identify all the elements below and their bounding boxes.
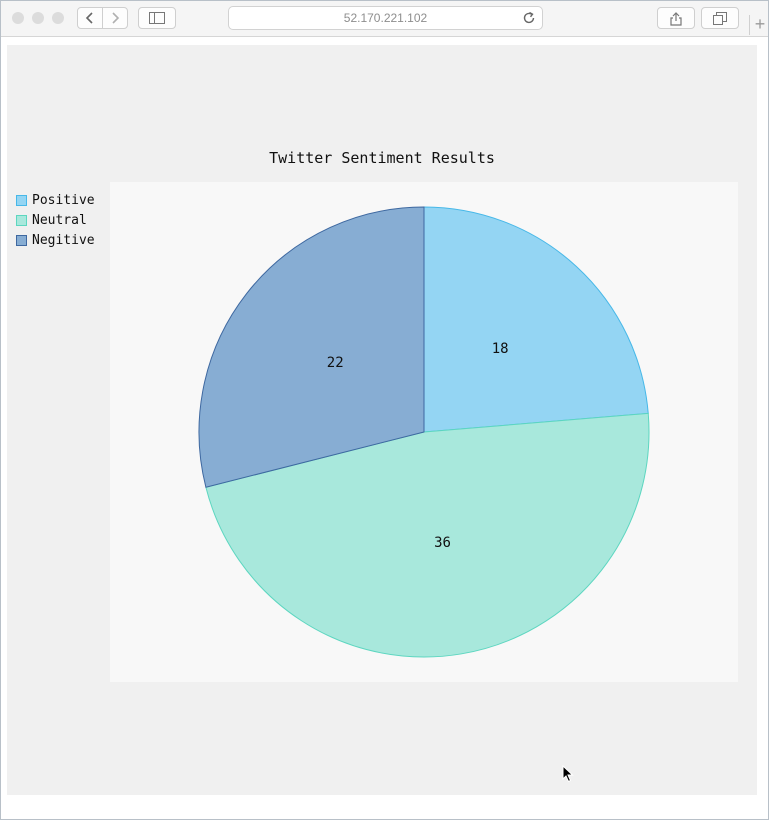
legend-label-negative: Negitive xyxy=(32,232,95,248)
pie-slice-positive[interactable] xyxy=(423,206,649,433)
pie-chart: 18 36 22 xyxy=(198,206,650,658)
close-window-button[interactable] xyxy=(12,12,24,24)
page-content: Twitter Sentiment Results Positive Neutr… xyxy=(7,45,757,795)
forward-button[interactable] xyxy=(102,7,128,29)
pie-slice-negative[interactable] xyxy=(198,206,425,488)
share-icon xyxy=(670,11,682,26)
tabs-overview-button[interactable] xyxy=(701,7,739,29)
chart-title: Twitter Sentiment Results xyxy=(269,149,495,167)
legend-swatch-neutral xyxy=(16,214,27,226)
legend-label-neutral: Neutral xyxy=(32,212,87,228)
address-bar[interactable]: 52.170.221.102 xyxy=(228,6,543,30)
minimize-window-button[interactable] xyxy=(32,12,44,24)
address-text: 52.170.221.102 xyxy=(343,11,428,25)
chevron-right-icon xyxy=(112,12,120,24)
back-button[interactable] xyxy=(77,7,103,29)
slice-value-label-negative: 22 xyxy=(327,355,344,371)
mouse-cursor-icon xyxy=(562,765,574,783)
chart-legend: Positive Neutral Negitive xyxy=(16,190,95,250)
legend-swatch-positive xyxy=(16,194,27,206)
tabs-icon xyxy=(713,11,727,25)
pie-slice-neutral[interactable] xyxy=(205,412,650,658)
new-tab-button[interactable]: + xyxy=(749,15,768,35)
legend-label-positive: Positive xyxy=(32,192,95,208)
sidebar-icon xyxy=(149,12,165,24)
legend-item-positive[interactable]: Positive xyxy=(16,190,95,210)
share-button[interactable] xyxy=(657,7,695,29)
sidebar-toggle-button[interactable] xyxy=(138,7,176,29)
legend-item-negative[interactable]: Negitive xyxy=(16,230,95,250)
legend-item-neutral[interactable]: Neutral xyxy=(16,210,95,230)
zoom-window-button[interactable] xyxy=(52,12,64,24)
legend-swatch-negative xyxy=(16,234,27,246)
plot-area: 18 36 22 xyxy=(110,182,738,682)
browser-toolbar: 52.170.221.102 + xyxy=(1,1,768,37)
reload-icon[interactable] xyxy=(522,11,536,25)
slice-value-label-neutral: 36 xyxy=(434,535,451,551)
slice-value-label-positive: 18 xyxy=(492,341,509,357)
chevron-left-icon xyxy=(85,12,93,24)
